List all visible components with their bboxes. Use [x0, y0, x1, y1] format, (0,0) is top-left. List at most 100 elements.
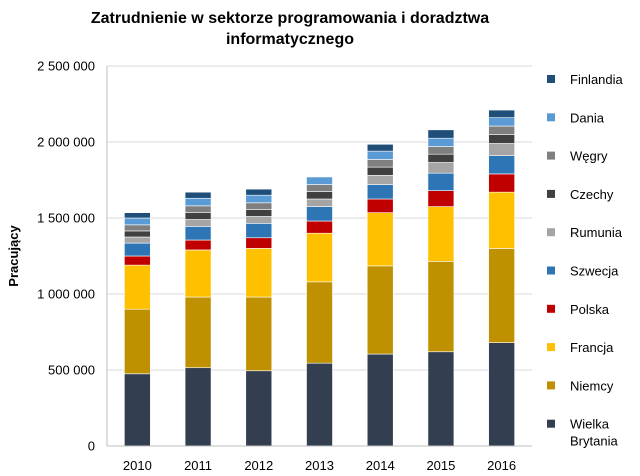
bars — [124, 109, 515, 447]
bar-segment — [488, 109, 515, 118]
bar-segment — [366, 150, 394, 160]
bar-segment — [427, 351, 455, 447]
bar-segment — [366, 198, 394, 213]
bar-segment — [427, 190, 455, 207]
bar-segment — [306, 176, 333, 185]
bar-segment — [366, 353, 394, 447]
bar-segment — [427, 129, 455, 139]
bar-segment — [245, 209, 273, 217]
bar-segment — [184, 226, 212, 241]
bar-segment — [427, 162, 455, 174]
bar-segment — [427, 206, 455, 262]
bar-segment — [184, 212, 212, 220]
bar-segment — [245, 194, 273, 204]
bar-segment — [427, 261, 455, 353]
legend-swatch — [547, 266, 555, 275]
bar-segment — [488, 173, 515, 193]
chart-title: Zatrudnienie w sektorze programowania i … — [91, 10, 489, 48]
bar-segment — [306, 281, 333, 364]
bar-segment — [184, 191, 212, 199]
bar-segment — [184, 296, 212, 369]
x-tick-label: 2016 — [487, 458, 516, 473]
bar-segment — [245, 248, 273, 298]
bar-segment — [488, 191, 515, 249]
legend-swatch — [547, 151, 555, 160]
bar-segment — [488, 134, 515, 144]
bar-segment — [427, 153, 455, 163]
bar-segment — [245, 370, 273, 447]
bar-segment — [184, 219, 212, 227]
bar-segment — [366, 212, 394, 267]
bar-segment — [427, 172, 455, 191]
legend-label: Czechy — [570, 187, 614, 202]
bar-segment — [124, 224, 151, 232]
bar-segment — [366, 175, 394, 185]
bar-segment — [427, 146, 455, 155]
legend-swatch — [547, 113, 555, 122]
chart-title-line: informatycznego — [226, 31, 354, 48]
bar-segment — [124, 255, 151, 266]
bar-segment — [184, 249, 212, 298]
legend-swatch — [547, 304, 555, 313]
x-tick-label: 2010 — [123, 458, 152, 473]
bar-segment — [366, 143, 394, 152]
bar-segment — [124, 217, 151, 226]
legend-swatch — [547, 343, 555, 352]
legend-label: Wielka — [570, 417, 610, 432]
bar-segment — [245, 296, 273, 372]
bar-segment — [184, 205, 212, 213]
bar-segment — [245, 237, 273, 249]
legend-label: Szwecja — [570, 264, 619, 279]
bar-segment — [124, 242, 151, 257]
bar-segment — [306, 362, 333, 447]
bar-segment — [124, 373, 151, 447]
y-tick-label: 500 000 — [48, 363, 95, 378]
bar-segment — [427, 137, 455, 147]
legend-label: Rumunia — [570, 225, 623, 240]
legend-label: Finlandia — [570, 72, 624, 87]
legend-label: Francja — [570, 340, 614, 355]
bar-segment — [488, 342, 515, 447]
legend-swatch — [547, 228, 555, 237]
y-tick-label: 1 500 000 — [37, 211, 95, 226]
bar-segment — [245, 223, 273, 239]
bar-segment — [245, 188, 273, 196]
bar-segment — [306, 232, 333, 283]
bar-segment — [488, 143, 515, 156]
x-tick-label: 2013 — [305, 458, 334, 473]
chart-title-line: Zatrudnienie w sektorze programowania i … — [91, 10, 489, 27]
y-tick-label: 1 000 000 — [37, 287, 95, 302]
bar-segment — [306, 206, 333, 222]
legend-label: Dania — [570, 110, 605, 125]
legend-swatch — [547, 381, 555, 390]
bar-segment — [124, 264, 151, 310]
legend: Finlandia Dania Węgry Czechy Rumunia Szwecja P… — [547, 72, 624, 449]
x-tick-label: 2011 — [184, 458, 212, 473]
y-tick-label: 2 000 000 — [37, 135, 95, 150]
y-axis-label: Pracujący — [6, 225, 21, 287]
y-axis-label: Pracujący — [6, 225, 21, 287]
legend-label: Węgry — [570, 149, 608, 164]
bar-segment — [306, 191, 333, 200]
y-tick-labels: 0 500 000 1 000 000 1 500 000 2 000 000 2 500… — [37, 59, 95, 454]
bar-segment — [124, 230, 151, 238]
axes — [106, 66, 532, 447]
bar-segment — [306, 220, 333, 234]
legend-swatch — [547, 419, 555, 428]
bar-segment — [184, 239, 212, 251]
x-tick-label: 2014 — [366, 458, 395, 473]
bar-segment — [124, 212, 151, 219]
bar-segment — [488, 248, 515, 343]
x-tick-labels: 2010 2011 2012 2013 2014 2015 2016 — [123, 458, 516, 473]
bar-segment — [366, 166, 394, 176]
legend-label: Niemcy — [570, 378, 614, 393]
bar-segment — [245, 202, 273, 210]
bar-segment — [124, 308, 151, 375]
x-tick-label: 2012 — [244, 458, 273, 473]
y-tick-label: 2 500 000 — [37, 59, 95, 74]
bar-segment — [366, 184, 394, 200]
bar-segment — [366, 265, 394, 355]
legend-label: Polska — [570, 302, 610, 317]
bar-segment — [184, 367, 212, 447]
